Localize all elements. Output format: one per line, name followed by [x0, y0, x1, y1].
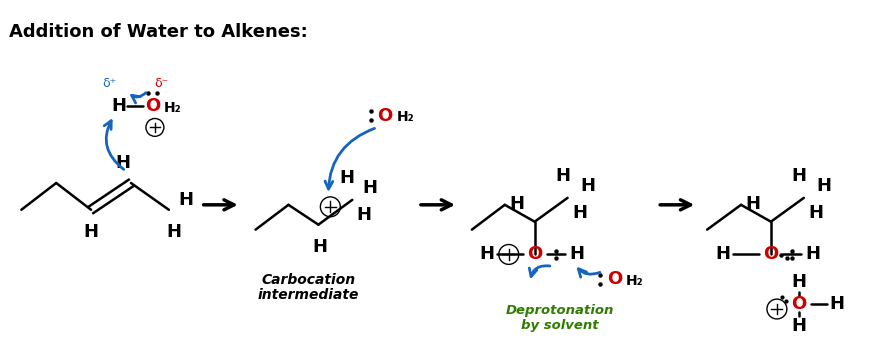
Text: H: H	[806, 245, 821, 264]
Text: H: H	[829, 295, 844, 313]
Text: H: H	[716, 245, 731, 264]
Text: δ⁻: δ⁻	[153, 77, 168, 90]
Text: O: O	[607, 270, 622, 288]
Text: H₂: H₂	[164, 100, 181, 115]
Text: H₂: H₂	[625, 274, 644, 288]
Text: H: H	[115, 154, 131, 172]
Text: H: H	[580, 177, 595, 195]
Text: H: H	[480, 245, 494, 264]
Text: H: H	[555, 167, 570, 185]
Text: H: H	[84, 223, 99, 241]
Text: H: H	[792, 273, 807, 291]
Text: O: O	[378, 107, 392, 124]
Text: H: H	[792, 167, 807, 185]
Text: O: O	[763, 245, 779, 264]
Text: H: H	[357, 206, 371, 224]
Text: Deprotonation: Deprotonation	[506, 304, 614, 317]
Text: O: O	[527, 245, 542, 264]
Text: O: O	[791, 295, 807, 313]
Text: δ⁺: δ⁺	[102, 77, 116, 90]
Text: H: H	[746, 195, 760, 213]
Text: H: H	[340, 169, 355, 187]
Text: H₂: H₂	[396, 111, 414, 124]
Text: H: H	[363, 179, 378, 197]
Text: Carbocation: Carbocation	[262, 273, 356, 287]
Text: H: H	[178, 191, 194, 209]
Text: H: H	[313, 237, 328, 256]
Text: H: H	[792, 317, 807, 335]
Text: H: H	[112, 96, 126, 115]
Text: H: H	[509, 195, 524, 213]
Text: H: H	[808, 204, 823, 222]
Text: by solvent: by solvent	[521, 319, 598, 332]
Text: H: H	[569, 245, 584, 264]
Text: H: H	[167, 223, 181, 241]
Text: H: H	[572, 204, 587, 222]
Text: Addition of Water to Alkenes:: Addition of Water to Alkenes:	[10, 23, 308, 41]
Text: intermediate: intermediate	[258, 288, 359, 302]
Text: O: O	[146, 96, 160, 115]
Text: H: H	[816, 177, 831, 195]
